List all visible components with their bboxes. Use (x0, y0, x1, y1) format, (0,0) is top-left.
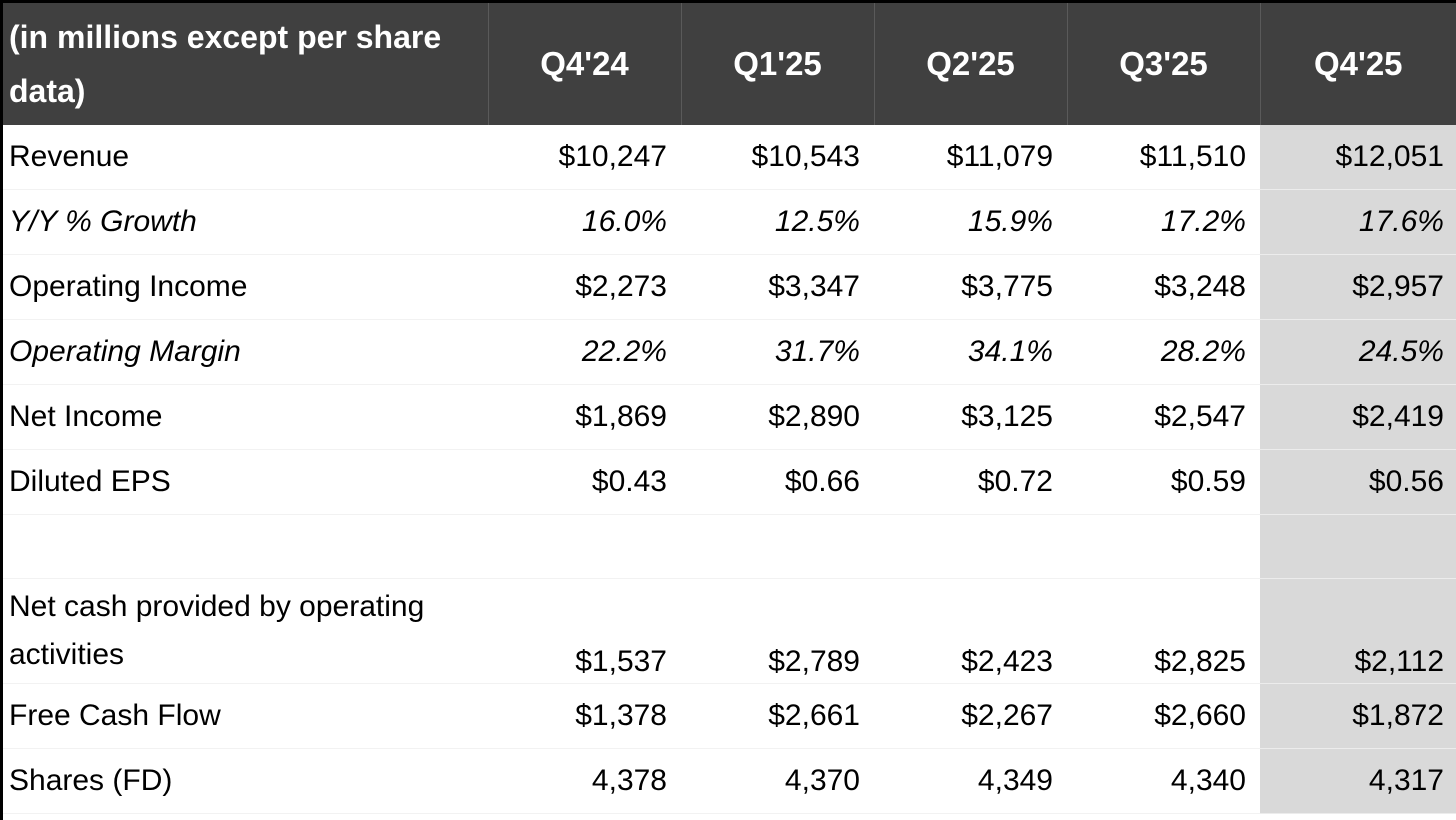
table-cell: 4,340 (1067, 748, 1260, 814)
table-row-operating-income: Operating Income $2,273 $3,347 $3,775 $3… (3, 254, 1456, 320)
header-quarter-current: Q4'25 (1260, 3, 1456, 125)
table-row-operating-cash-flow: Net cash provided by operating activitie… (3, 578, 1456, 684)
header-label: (in millions except per share data) (3, 3, 489, 125)
table-cell: $2,661 (681, 683, 874, 749)
row-label: Operating Margin (3, 319, 488, 385)
table-cell-highlighted: $12,051 (1260, 125, 1456, 190)
table-cell-highlighted: 4,317 (1260, 748, 1456, 814)
table-cell (488, 514, 681, 579)
table-cell: $2,789 (681, 578, 874, 684)
table-row-revenue: Revenue $10,247 $10,543 $11,079 $11,510 … (3, 125, 1456, 190)
table-cell: 17.2% (1067, 189, 1260, 255)
table-cell-highlighted: $1,872 (1260, 683, 1456, 749)
header-quarter: Q2'25 (874, 3, 1068, 125)
table-cell: $2,825 (1067, 578, 1260, 684)
table-cell-highlighted: $0.56 (1260, 449, 1456, 515)
table-cell-highlighted: 24.5% (1260, 319, 1456, 385)
table-cell: $2,423 (874, 578, 1067, 684)
row-label (3, 514, 488, 579)
table-cell: $3,125 (874, 384, 1067, 450)
table-row-shares-fd: Shares (FD) 4,378 4,370 4,349 4,340 4,31… (3, 748, 1456, 814)
table-cell: $11,510 (1067, 125, 1260, 190)
table-cell: 16.0% (488, 189, 681, 255)
table-cell (874, 514, 1067, 579)
row-label: Shares (FD) (3, 748, 488, 814)
table-cell (681, 514, 874, 579)
table-cell: $2,267 (874, 683, 1067, 749)
table-cell: $2,273 (488, 254, 681, 320)
header-quarter: Q3'25 (1067, 3, 1261, 125)
table-cell: 12.5% (681, 189, 874, 255)
table-cell: $3,775 (874, 254, 1067, 320)
table-cell: $3,347 (681, 254, 874, 320)
table-cell: $2,660 (1067, 683, 1260, 749)
table-cell-highlighted: 17.6% (1260, 189, 1456, 255)
table-cell: $1,869 (488, 384, 681, 450)
table-cell: $0.43 (488, 449, 681, 515)
row-label: Revenue (3, 125, 488, 190)
table-cell: $0.66 (681, 449, 874, 515)
table-cell: $1,378 (488, 683, 681, 749)
row-label: Free Cash Flow (3, 683, 488, 749)
header-quarter: Q1'25 (681, 3, 875, 125)
table-row-yoy-growth: Y/Y % Growth 16.0% 12.5% 15.9% 17.2% 17.… (3, 189, 1456, 255)
row-label: Net cash provided by operating activitie… (3, 578, 488, 684)
table-cell: $11,079 (874, 125, 1067, 190)
table-cell (1067, 514, 1260, 579)
header-quarter: Q4'24 (488, 3, 682, 125)
table-cell: $2,890 (681, 384, 874, 450)
table-cell: $0.72 (874, 449, 1067, 515)
table-cell: $3,248 (1067, 254, 1260, 320)
table-cell-highlighted: $2,419 (1260, 384, 1456, 450)
table-row-free-cash-flow: Free Cash Flow $1,378 $2,661 $2,267 $2,6… (3, 683, 1456, 749)
table-cell: $0.59 (1067, 449, 1260, 515)
table-cell: 4,349 (874, 748, 1067, 814)
table-cell: 15.9% (874, 189, 1067, 255)
table-cell: 4,370 (681, 748, 874, 814)
table-cell: $1,537 (488, 578, 681, 684)
table-cell-highlighted: $2,112 (1260, 578, 1456, 684)
table-cell-highlighted (1260, 514, 1456, 579)
table-row-diluted-eps: Diluted EPS $0.43 $0.66 $0.72 $0.59 $0.5… (3, 449, 1456, 515)
table-row-net-income: Net Income $1,869 $2,890 $3,125 $2,547 $… (3, 384, 1456, 450)
table-cell: 31.7% (681, 319, 874, 385)
table-row-spacer (3, 514, 1456, 579)
table-cell: $10,247 (488, 125, 681, 190)
row-label: Diluted EPS (3, 449, 488, 515)
row-label: Y/Y % Growth (3, 189, 488, 255)
table-cell: $10,543 (681, 125, 874, 190)
table-cell: 34.1% (874, 319, 1067, 385)
table-cell: 22.2% (488, 319, 681, 385)
row-label: Net Income (3, 384, 488, 450)
table-row-operating-margin: Operating Margin 22.2% 31.7% 34.1% 28.2%… (3, 319, 1456, 385)
table-cell: $2,547 (1067, 384, 1260, 450)
financial-summary-table: (in millions except per share data) Q4'2… (3, 3, 1456, 814)
header-row: (in millions except per share data) Q4'2… (3, 3, 1456, 125)
table-cell-highlighted: $2,957 (1260, 254, 1456, 320)
table-cell: 28.2% (1067, 319, 1260, 385)
table-cell: 4,378 (488, 748, 681, 814)
row-label: Operating Income (3, 254, 488, 320)
